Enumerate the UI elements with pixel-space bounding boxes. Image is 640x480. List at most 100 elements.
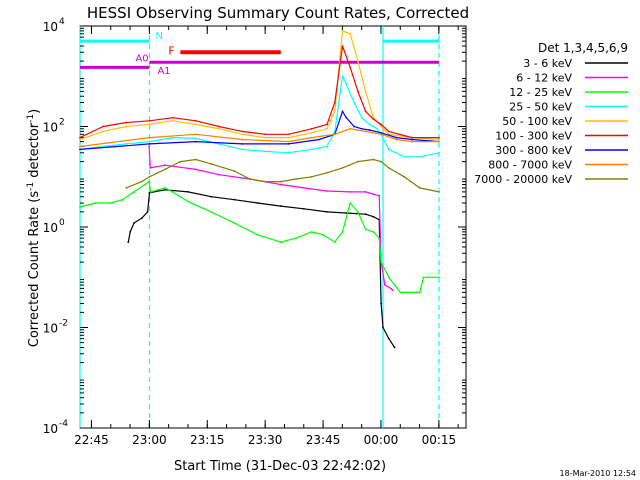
data-point (326, 127, 328, 130)
data-point (187, 200, 189, 203)
data-point (148, 175, 151, 178)
data-point (164, 164, 166, 167)
data-point (171, 136, 174, 139)
data-point (360, 116, 363, 119)
x-axis-label: Start Time (31-Dec-03 22:42:02) (174, 459, 386, 474)
data-point (318, 138, 321, 141)
data-point (364, 110, 367, 113)
data-point (148, 143, 151, 145)
data-point (310, 148, 313, 151)
x-tick-label: 22:45 (74, 433, 109, 447)
data-point (295, 237, 298, 240)
series-line-5 (79, 45, 439, 139)
data-point (387, 276, 390, 279)
data-point (380, 123, 382, 126)
data-point (241, 148, 244, 151)
data-point (349, 127, 352, 130)
data-point (171, 190, 174, 193)
x-tick-label: 00:00 (364, 433, 399, 447)
data-point (210, 195, 213, 198)
data-point (360, 127, 363, 130)
data-point (279, 205, 282, 208)
data-point (372, 215, 375, 218)
data-point (395, 136, 398, 139)
y-label-sup2: -1 (26, 114, 36, 123)
y-label-mid: detector (27, 122, 42, 182)
data-point (102, 130, 105, 133)
data-point (438, 151, 440, 154)
x-tick-label: 23:15 (190, 433, 225, 447)
data-point (148, 140, 151, 143)
data-point (241, 133, 244, 136)
x-tick-label: 23:45 (306, 433, 341, 447)
data-point (279, 241, 282, 244)
data-point (357, 90, 359, 93)
y-tick-exponent: -2 (59, 319, 68, 329)
legend-title: Det 1,3,4,5,6,9 (538, 41, 628, 55)
data-point (179, 160, 182, 163)
y-tick-exponent: -4 (59, 419, 68, 429)
data-point (380, 302, 382, 305)
attenuator-label: A1 (157, 66, 170, 77)
data-point (391, 289, 394, 292)
legend-label: 50 - 100 keV (502, 115, 572, 128)
data-point (310, 175, 313, 178)
data-point (79, 145, 81, 148)
data-point (357, 160, 359, 163)
data-point (418, 186, 421, 189)
data-point (387, 337, 390, 340)
data-point (133, 222, 135, 224)
data-point (149, 167, 152, 169)
data-point (333, 101, 336, 104)
data-point (403, 155, 406, 158)
data-point (295, 178, 298, 180)
x-tick-label: 23:00 (132, 433, 167, 447)
data-point (310, 230, 313, 233)
data-point (302, 186, 305, 189)
data-point (364, 90, 367, 93)
data-point (171, 119, 174, 122)
data-point (264, 180, 267, 183)
data-point (149, 190, 152, 193)
data-point (248, 178, 251, 180)
y-tick-exponent: 2 (59, 118, 65, 128)
data-point (133, 190, 135, 193)
data-point (148, 145, 150, 148)
data-point (378, 194, 381, 197)
data-point (357, 60, 359, 63)
data-point (341, 230, 344, 233)
data-point (129, 230, 132, 233)
legend-label: 800 - 7000 keV (488, 159, 572, 172)
data-point (148, 123, 151, 126)
data-point (333, 241, 336, 244)
data-point (287, 133, 290, 136)
data-point (210, 210, 213, 213)
data-point (376, 127, 379, 130)
data-point (218, 143, 220, 145)
data-point (387, 148, 390, 151)
data-point (380, 133, 382, 136)
y-tick-label: 10 (43, 20, 58, 34)
data-point (345, 116, 348, 119)
data-point (393, 346, 396, 349)
y-tick-label: 10 (43, 422, 58, 436)
data-point (125, 143, 128, 145)
y-tick-exponent: 0 (59, 218, 65, 228)
data-point (79, 206, 81, 208)
data-point (372, 193, 375, 196)
data-point (380, 160, 382, 163)
data-point (125, 125, 128, 128)
data-point (194, 168, 197, 171)
data-point (194, 133, 197, 136)
data-point (194, 123, 197, 126)
night-label: N (155, 31, 162, 42)
data-point (256, 202, 259, 204)
y-tick-label: 10 (43, 121, 58, 135)
legend-label: 6 - 12 keV (516, 72, 572, 85)
data-point (326, 171, 328, 174)
plot-frame (79, 25, 467, 429)
data-point (79, 148, 81, 151)
data-point (341, 110, 344, 113)
